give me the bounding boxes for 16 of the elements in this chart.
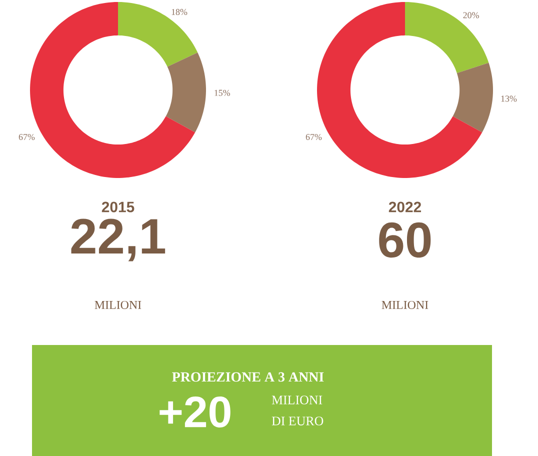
text: MILIONI (272, 396, 322, 404)
data-label: 18% (172, 8, 188, 16)
text: 60 (379, 222, 431, 258)
text: MILIONI (382, 300, 428, 309)
data-label: 13% (501, 96, 517, 102)
text: MILIONI (94, 300, 142, 309)
text: 2022 (388, 202, 422, 212)
data-label: 67% (18, 134, 35, 140)
text: DI EURO (272, 416, 324, 426)
data-label: 67% (306, 134, 322, 140)
text: PROIEZIONE A 3 ANNI (172, 372, 324, 382)
text: +20 (160, 396, 230, 428)
data-label: 15% (214, 90, 230, 96)
text: 22,1 (71, 218, 166, 262)
text: 2015 (102, 202, 134, 212)
data-label: 20% (463, 12, 479, 18)
